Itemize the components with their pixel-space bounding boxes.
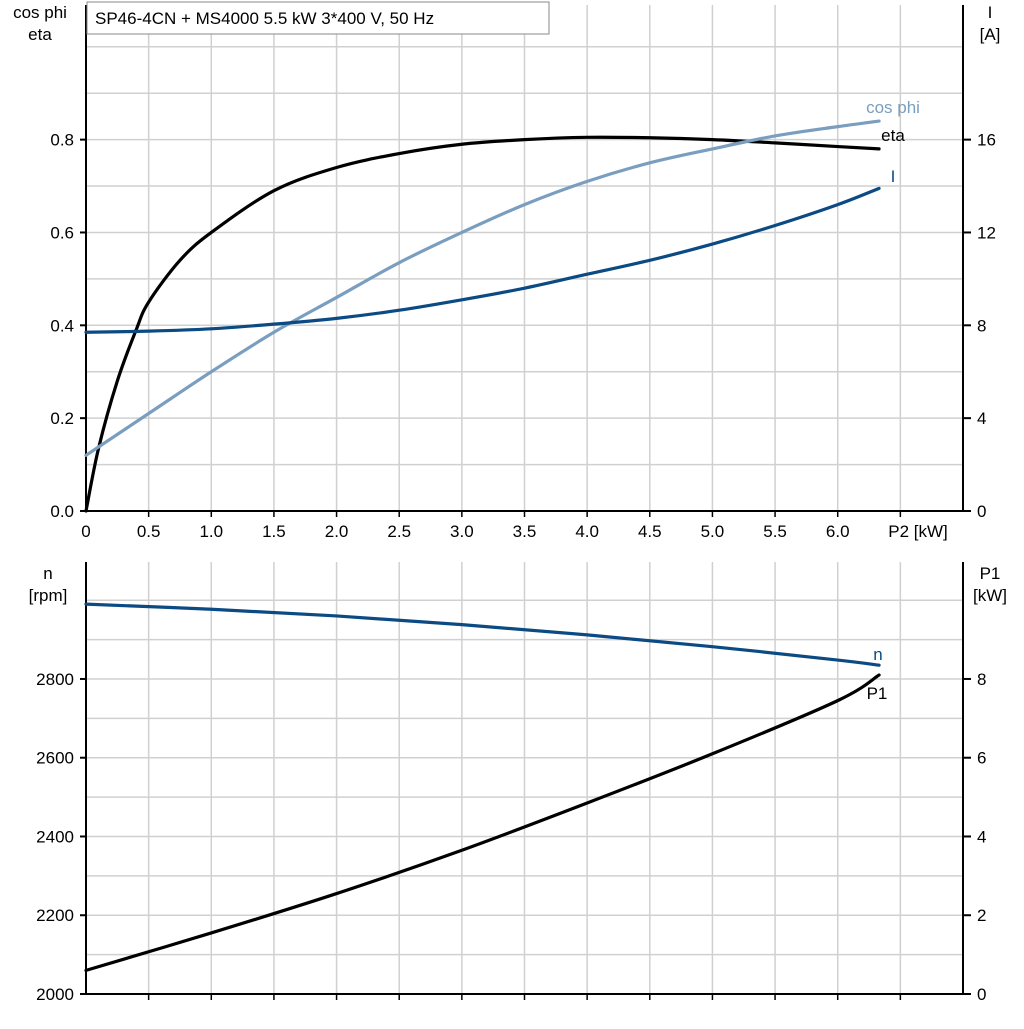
y-tick-label-right: 6 [977,749,986,768]
x-tick-label: 4.5 [638,522,662,541]
x-tick-label: 2.5 [387,522,411,541]
y-axis-label-right: [A] [980,25,1001,44]
x-tick-label: 0 [81,522,90,541]
x-tick-label: 4.0 [575,522,599,541]
y-tick-label-left: 0.6 [50,223,74,242]
x-tick-label: 1.5 [262,522,286,541]
y-tick-label-left: 0.8 [50,131,74,150]
y-axis-label-right: P1 [980,564,1001,583]
y-axis-label-left: cos phi [13,3,67,22]
y-tick-label-left: 2600 [36,749,74,768]
y-tick-label-left: 0.0 [50,502,74,521]
y-tick-label-left: 2400 [36,827,74,846]
series-label-eta: eta [881,126,905,145]
y-tick-label-right: 8 [977,316,986,335]
x-tick-label: 5.0 [701,522,725,541]
y-tick-label-left: 0.2 [50,409,74,428]
x-tick-label: 3.5 [513,522,537,541]
series-label-P1: P1 [867,684,888,703]
series-label-cos-phi: cos phi [866,98,920,117]
series-line-eta [84,135,881,513]
x-tick-label: 3.0 [450,522,474,541]
y-tick-label-right: 4 [977,409,986,428]
x-axis-label: P2 [kW] [888,522,948,541]
y-tick-label-right: 0 [977,985,986,1004]
x-tick-label: 2.0 [325,522,349,541]
y-tick-label-right: 2 [977,906,986,925]
series-label-n: n [873,645,882,664]
y-tick-label-right: 4 [977,827,986,846]
title-box [86,1,550,35]
chart-title: SP46-4CN + MS4000 5.5 kW 3*400 V, 50 Hz [95,9,434,28]
y-tick-label-right: 0 [977,502,986,521]
y-axis-label-right: I [988,3,993,22]
y-axis-label-left: n [43,564,52,583]
y-tick-label-left: 0.4 [50,316,74,335]
y-tick-label-right: 16 [977,131,996,150]
y-tick-label-left: 2200 [36,906,74,925]
y-axis-label-left: [rpm] [29,586,68,605]
series-line-I [84,186,881,334]
y-axis-label-right: [kW] [973,586,1007,605]
series-label-I: I [891,167,896,186]
x-tick-label: 1.0 [199,522,223,541]
x-tick-label: 0.5 [137,522,161,541]
y-tick-label-right: 8 [977,670,986,689]
x-tick-label: 5.5 [763,522,787,541]
series-line-P1 [84,673,881,972]
series-line-n [84,602,881,667]
y-axis-label-left: eta [28,25,52,44]
y-tick-label-left: 2800 [36,670,74,689]
y-tick-label-left: 2000 [36,985,74,1004]
y-tick-label-right: 12 [977,223,996,242]
x-tick-label: 6.0 [826,522,850,541]
series-line-cos-phi [84,119,881,457]
